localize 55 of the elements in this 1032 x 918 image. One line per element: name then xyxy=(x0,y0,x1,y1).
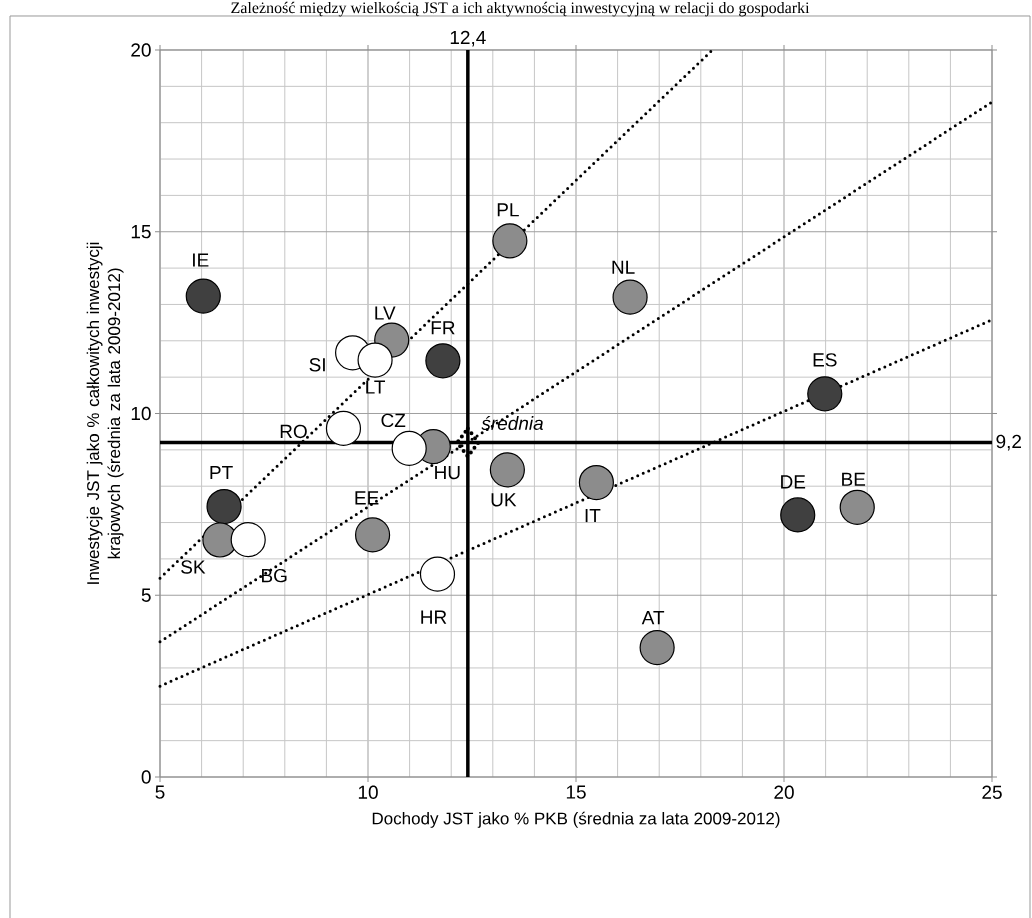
point xyxy=(489,452,525,488)
annotation: BE xyxy=(842,472,866,486)
annotation: HU xyxy=(435,465,460,480)
x-tick-label: 25 xyxy=(982,785,1002,799)
y-tick-label: 5 xyxy=(141,588,151,602)
annotation: HR xyxy=(421,610,447,624)
point xyxy=(230,522,266,558)
point xyxy=(357,342,393,378)
annotation: PT xyxy=(210,466,233,480)
point xyxy=(807,376,843,412)
annotation: LV xyxy=(375,306,396,320)
point xyxy=(780,497,816,533)
point xyxy=(425,343,461,379)
point xyxy=(639,629,675,666)
annotation: SI xyxy=(309,358,325,372)
x-tick-label: 20 xyxy=(774,785,794,799)
annotation: ES xyxy=(813,353,837,367)
point xyxy=(419,556,456,592)
annotation: IT xyxy=(585,509,601,523)
x-tick-label: 15 xyxy=(566,785,586,799)
ref-line-label: 12,4 xyxy=(450,30,486,47)
annotation: UK xyxy=(491,493,517,507)
y-axis-title: Inwestycje JST jako % całkowitych inwestycji krajowych (średnia za lata 2009-2012) xyxy=(86,242,124,584)
point xyxy=(391,430,427,466)
y-tick-label: 10 xyxy=(131,406,151,421)
x-axis-title: Dochody JST jako % PKB (średnia za lata 2009-2012) xyxy=(372,811,780,828)
annotation: CZ xyxy=(381,413,406,428)
annotation: SK xyxy=(181,560,206,574)
annotation: DE xyxy=(781,475,806,489)
point xyxy=(325,410,362,446)
annotation: PL xyxy=(497,203,519,217)
annotation: BG xyxy=(262,568,287,583)
point xyxy=(185,278,221,314)
ref-line-label: 9,2 xyxy=(996,434,1021,451)
series-label: średnia xyxy=(481,415,544,431)
y-tick-label: 15 xyxy=(131,225,151,239)
annotation: RO xyxy=(280,424,307,439)
point xyxy=(492,223,528,259)
point xyxy=(612,279,648,315)
x-tick-label: 10 xyxy=(358,785,378,799)
y-tick-label: 0 xyxy=(141,770,151,784)
annotation: AT xyxy=(641,611,665,625)
point xyxy=(354,517,391,553)
chart-title: Zależność między wielkością JST a ich aktywnością inwestycyjną w relacji do gospodarki xyxy=(231,1,810,17)
point xyxy=(839,489,875,525)
annotation: NL xyxy=(612,260,635,274)
point xyxy=(455,426,481,459)
annotation: IE xyxy=(193,253,209,267)
y-tick-label: 20 xyxy=(131,43,151,57)
annotation: LT xyxy=(366,380,386,394)
point xyxy=(578,464,614,501)
annotation: EE xyxy=(355,491,379,505)
annotation: FR xyxy=(431,321,455,335)
x-tick-label: 5 xyxy=(155,785,165,799)
point xyxy=(206,488,242,525)
